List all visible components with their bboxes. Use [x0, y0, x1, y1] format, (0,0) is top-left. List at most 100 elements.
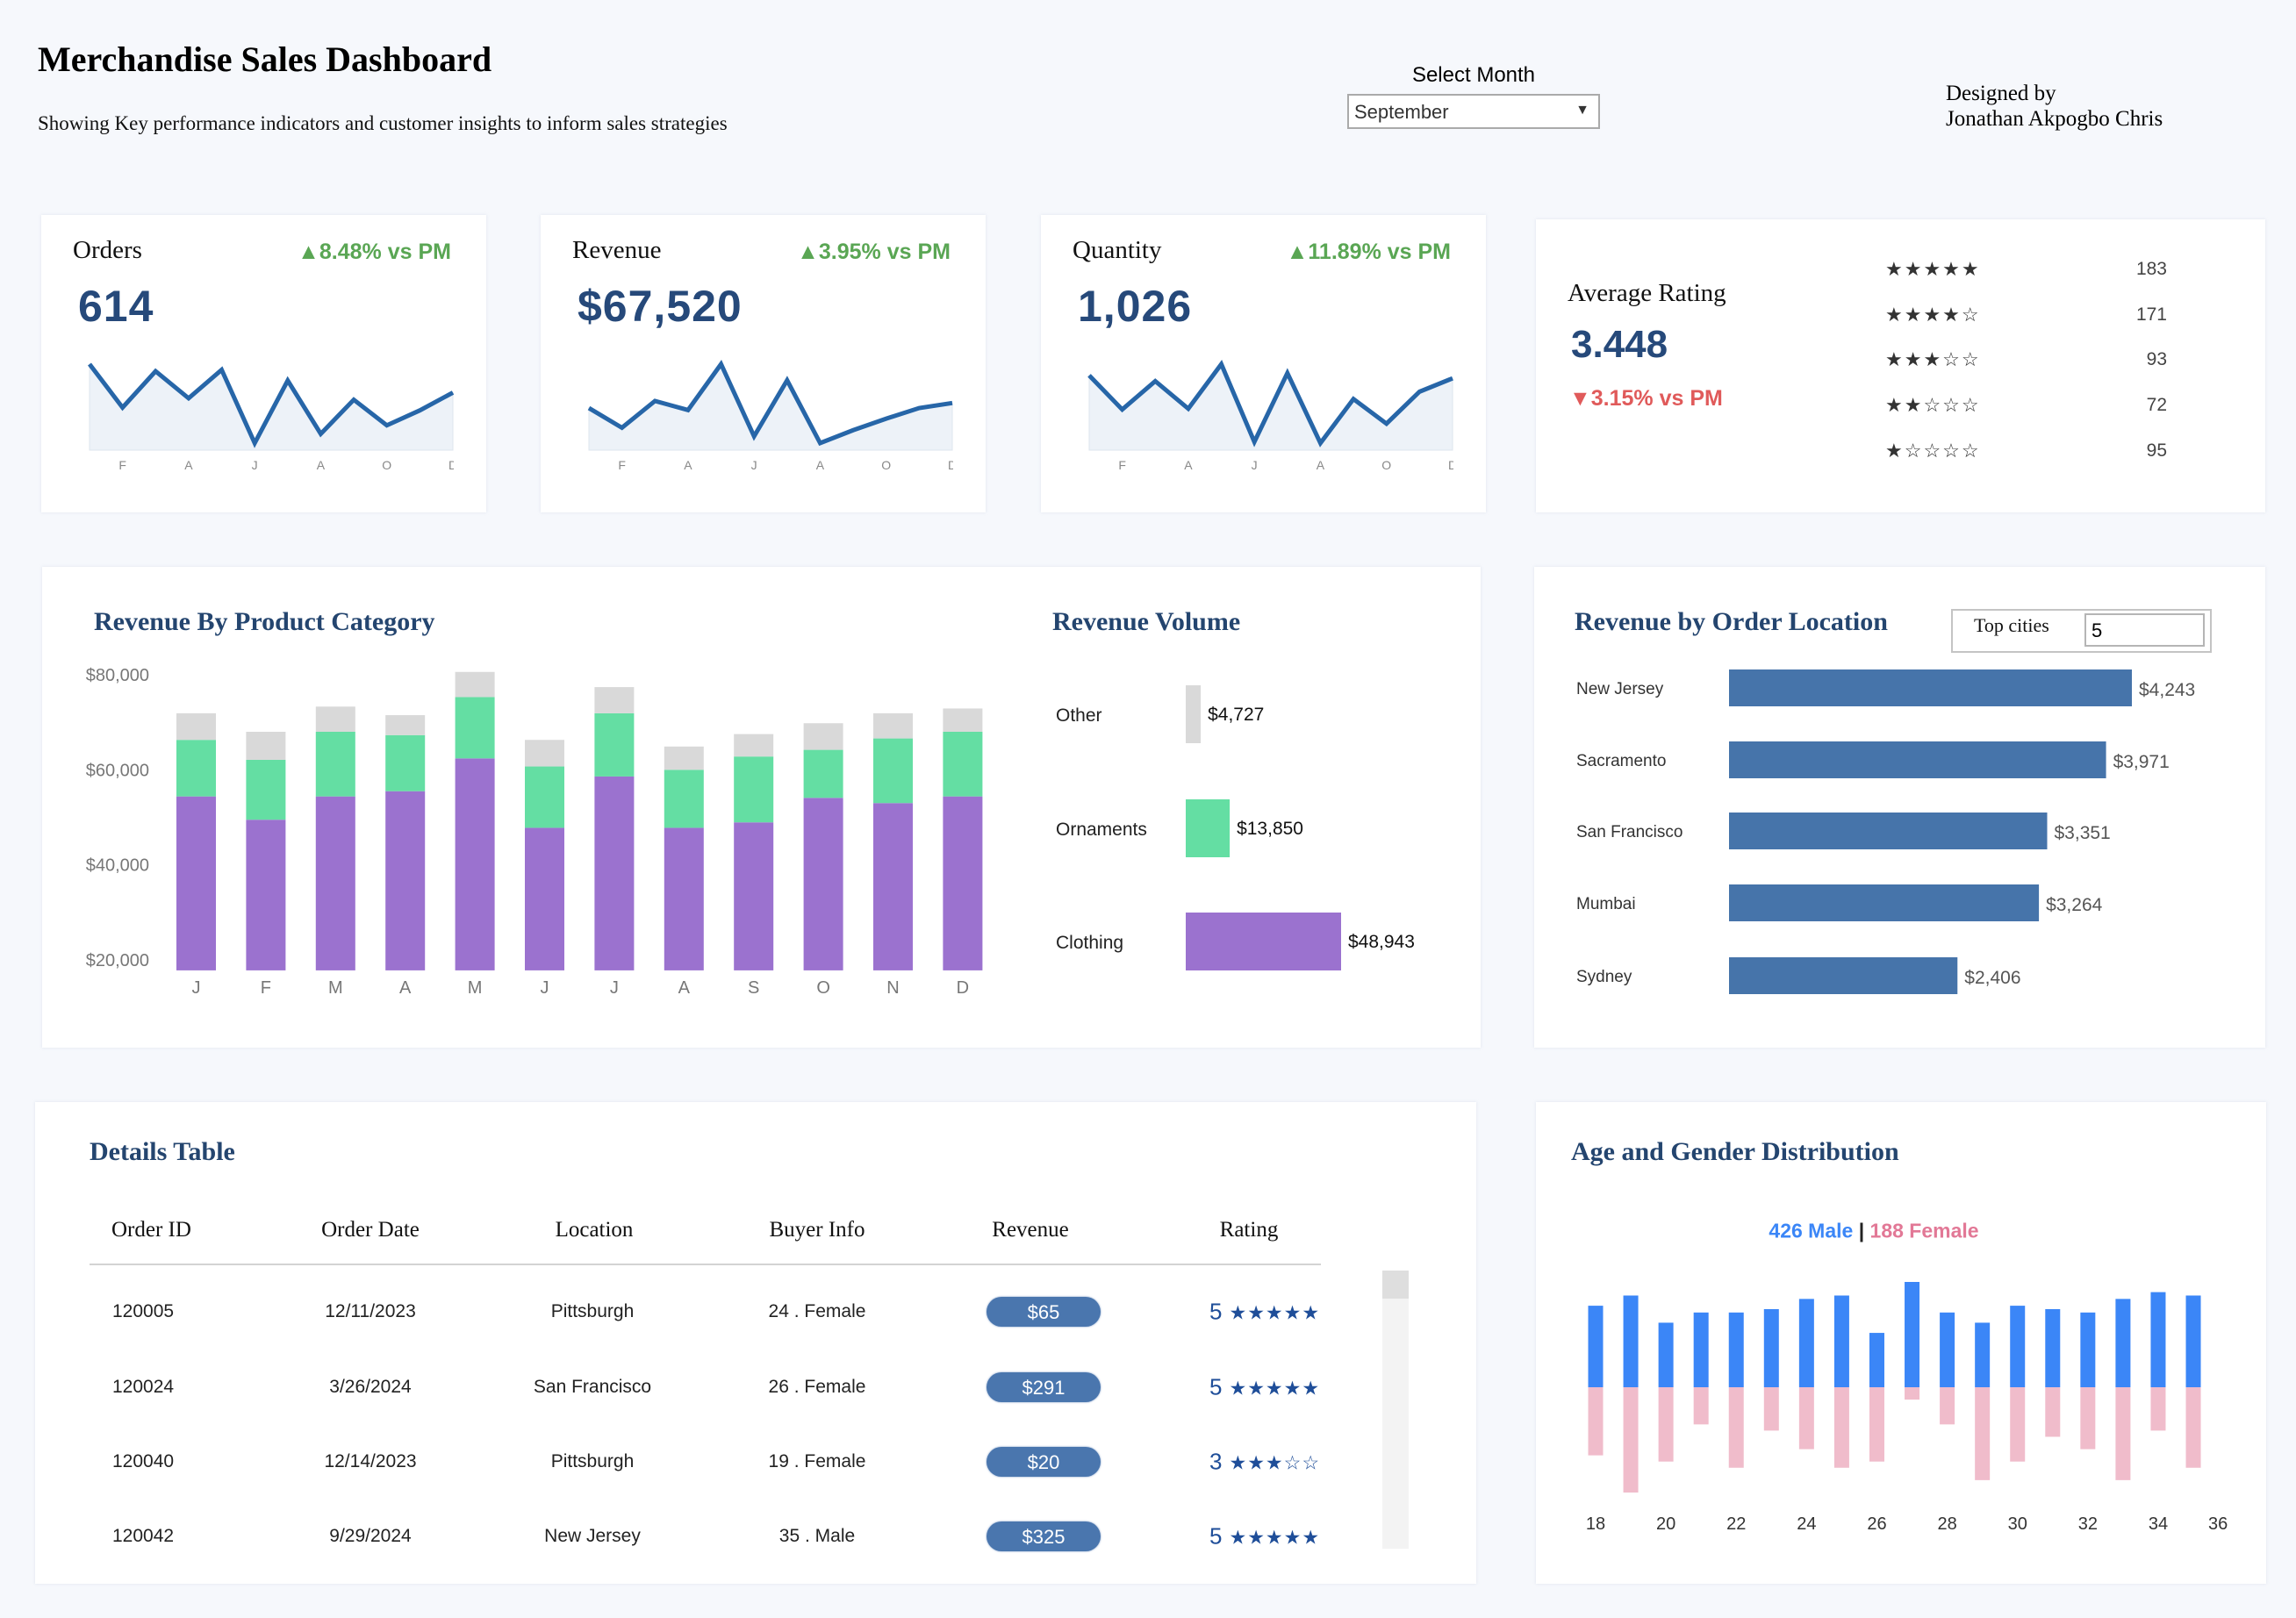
male-bar: [1833, 1295, 1849, 1387]
column-header-order-date[interactable]: Order Date: [321, 1218, 420, 1242]
bar-ornaments: [246, 759, 286, 820]
designed-by-label: Designed by: [1946, 82, 2056, 105]
bar-ornaments: [315, 732, 355, 797]
table-scrollbar[interactable]: [1382, 1271, 1409, 1549]
volume-bar: [1186, 913, 1341, 970]
bar-other: [594, 687, 635, 713]
age-gender-title: Age and Gender Distribution: [1571, 1137, 1899, 1166]
kpi-change: ▲3.95% vs PM: [797, 240, 951, 264]
cell-buyer-info: 35 . Male: [778, 1526, 856, 1546]
rating-card: Average Rating 3.448 ▼3.15% vs PM ★★★★★ …: [1536, 219, 2265, 512]
city-label: San Francisco: [1576, 823, 1683, 841]
female-bar: [2010, 1387, 2026, 1462]
sparkline-tick: D: [1448, 458, 1453, 472]
page-title: Merchandise Sales Dashboard: [38, 39, 492, 79]
revenue-volume-chart: Other $4,727 Ornaments $13,850 Clothing $48,9…: [1056, 685, 1415, 970]
rating-stars-5: ★★★★★: [1885, 258, 1981, 280]
bar-other: [734, 734, 774, 757]
sparkline-tick: A: [1317, 458, 1325, 472]
cell-rating: 5 ★★★★★: [1209, 1299, 1320, 1326]
cell-order-date: 12/11/2023: [325, 1301, 416, 1321]
bar-ornaments: [385, 734, 426, 791]
bar-other: [664, 746, 704, 770]
male-bar: [1588, 1306, 1604, 1387]
volume-label: Clothing: [1056, 933, 1123, 953]
location-chart-title: Revenue by Order Location: [1575, 607, 1888, 636]
column-header-revenue[interactable]: Revenue: [992, 1218, 1069, 1242]
female-bar: [1940, 1387, 1955, 1425]
category-chart: $80,000 $60,000 $40,000 $20,000 J F M A M J J A S O N D: [86, 666, 983, 998]
age-tick-label: 22: [1726, 1514, 1746, 1534]
rating-stars-icon: ★★★★★: [1229, 1301, 1321, 1324]
cell-order-id: 120024: [112, 1377, 175, 1397]
rating-count-4: 171: [2135, 304, 2167, 325]
female-bar: [2150, 1387, 2166, 1431]
x-tick-label: D: [957, 978, 969, 998]
age-tick-label: 20: [1656, 1514, 1675, 1534]
rating-stars-4: ★★★★☆: [1885, 304, 1981, 326]
x-tick-label: S: [748, 978, 759, 998]
sparkline-tick: D: [448, 458, 454, 472]
bar-ornaments: [734, 756, 774, 823]
sparkline-line: [1087, 360, 1453, 447]
x-tick-label: O: [816, 978, 830, 998]
top-cities-value: 5: [2092, 619, 2103, 641]
sparkline-tick: J: [252, 458, 258, 472]
age-tick-label: 32: [2078, 1514, 2098, 1534]
cell-location: Pittsburgh: [550, 1451, 635, 1471]
male-bar: [2185, 1295, 2201, 1387]
rating-stars-icon: ★★★★★: [1229, 1526, 1321, 1549]
bar-other: [315, 706, 355, 732]
bar-ornaments: [455, 697, 495, 759]
scrollbar-thumb[interactable]: [1382, 1271, 1409, 1299]
sparkline-tick: F: [118, 458, 126, 472]
cell-buyer-info: 19 . Female: [768, 1451, 866, 1471]
cell-order-id: 120042: [112, 1526, 175, 1546]
y-tick-label: $60,000: [86, 761, 149, 780]
cell-buyer-info: 24 . Female: [768, 1301, 866, 1321]
column-header-buyer-info[interactable]: Buyer Info: [769, 1218, 865, 1242]
bar-clothing: [525, 827, 564, 970]
kpi-card-revenue: Revenue ▲3.95% vs PM $67,520 F A J A O D: [541, 215, 986, 512]
sparkline-tick: O: [382, 458, 391, 472]
location-value: $3,351: [2055, 823, 2111, 843]
details-table-panel: Details Table Order ID Order Date Locati…: [35, 1102, 1476, 1584]
male-bar: [2150, 1292, 2166, 1387]
column-header-location[interactable]: Location: [555, 1218, 634, 1242]
x-tick-label: J: [610, 978, 619, 998]
volume-value: $48,943: [1348, 932, 1415, 952]
sparkline-tick: D: [948, 458, 953, 472]
column-header-order-id[interactable]: Order ID: [111, 1218, 191, 1242]
sparkline-tick: O: [1381, 458, 1391, 472]
location-bar: [1729, 884, 2040, 921]
bar-clothing: [176, 796, 216, 970]
volume-bar: [1186, 685, 1202, 743]
cell-order-date: 9/29/2024: [329, 1526, 412, 1546]
bar-other: [803, 723, 843, 750]
top-cities-input[interactable]: 5: [2084, 613, 2205, 647]
male-bar: [1623, 1295, 1639, 1387]
column-header-rating[interactable]: Rating: [1219, 1218, 1279, 1242]
rating-count-1: 95: [2146, 440, 2167, 461]
female-bar: [1905, 1387, 1920, 1400]
cell-location: Pittsburgh: [550, 1301, 635, 1321]
bar-ornaments: [664, 770, 704, 828]
cell-revenue-pill: $325: [987, 1521, 1101, 1551]
location-bar: [1729, 669, 2132, 706]
sparkline-tick: A: [317, 458, 326, 472]
kpi-value: $67,520: [578, 282, 743, 331]
location-value: $4,243: [2139, 680, 2195, 700]
female-bar: [1833, 1387, 1849, 1468]
city-label: Mumbai: [1576, 895, 1636, 913]
sparkline-line: [587, 360, 953, 447]
bar-ornaments: [873, 738, 913, 804]
age-tick-label: 30: [2008, 1514, 2027, 1534]
kpi-card-quantity: Quantity ▲11.89% vs PM 1,026 F A J A O D: [1041, 215, 1486, 512]
male-bar: [1975, 1322, 1991, 1387]
x-tick-label: M: [468, 978, 483, 998]
rating-stars-icon: ★★★☆☆: [1229, 1451, 1321, 1474]
cell-order-date: 3/26/2024: [329, 1377, 412, 1397]
bar-other: [943, 708, 983, 732]
bar-clothing: [734, 822, 774, 970]
month-select[interactable]: September ▼: [1347, 94, 1600, 129]
